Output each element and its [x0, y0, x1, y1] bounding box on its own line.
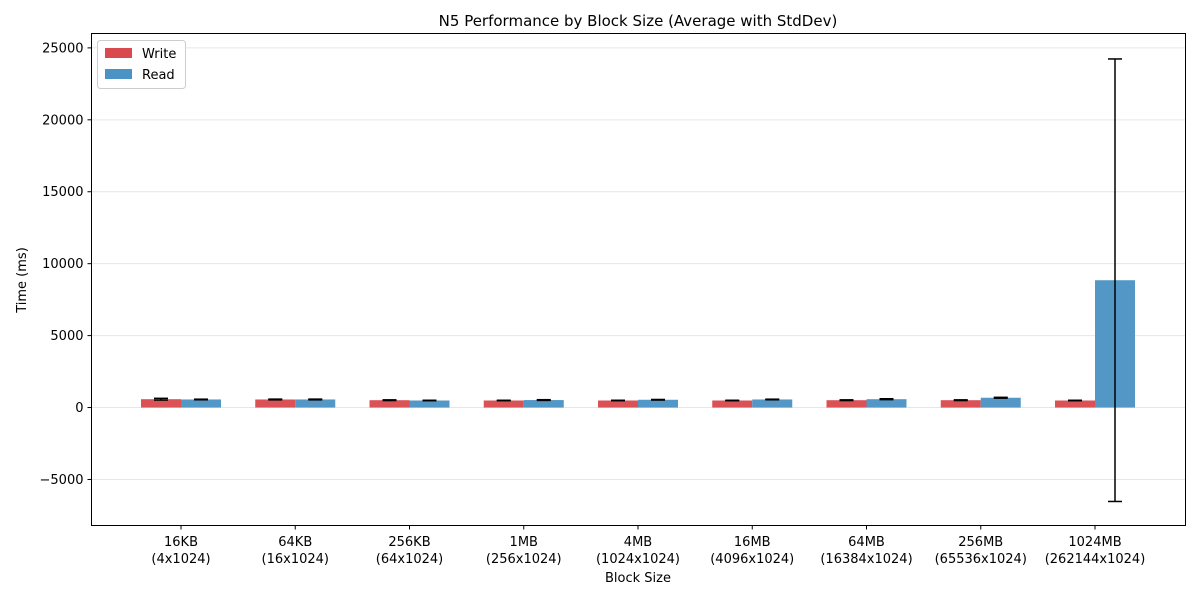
y-tick-label: 15000 [42, 185, 83, 200]
x-tick-sublabel: (16384x1024) [820, 552, 912, 567]
error-bars-group [154, 58, 1122, 503]
bar-write [598, 400, 638, 408]
bar-read [181, 399, 221, 408]
y-axis-label: Time (ms) [15, 247, 30, 314]
x-tick-sublabel: (1024x1024) [596, 552, 680, 567]
plot-frame [91, 33, 1186, 526]
legend-label-read: Read [142, 68, 175, 83]
x-axis-ticks: 16KB (4x1024) 64KB (16x1024) 256KB (64x1024) 1… [151, 525, 1146, 567]
x-tick-sublabel: (262144x1024) [1045, 552, 1146, 567]
bar-write [1055, 400, 1095, 408]
bar-read [295, 399, 336, 408]
legend-swatch-write [105, 48, 132, 58]
x-tick-sublabel: (16x1024) [262, 552, 329, 567]
x-tick-sublabel: (4x1024) [151, 552, 210, 567]
x-tick-label: 16MB [734, 535, 771, 550]
bar-write [940, 400, 981, 408]
legend-swatch-read [105, 69, 132, 79]
x-tick-label: 1MB [510, 535, 538, 550]
x-tick-sublabel: (256x1024) [486, 552, 562, 567]
x-tick-label: 64KB [278, 535, 312, 550]
bar-read [866, 399, 907, 408]
legend: Write Read [97, 40, 186, 89]
y-tick-label: 0 [75, 401, 83, 416]
bar-write [141, 399, 181, 408]
x-tick-label: 16KB [164, 535, 198, 550]
bar-read [409, 400, 450, 408]
y-axis-ticks: −5000 0 5000 10000 15000 20000 25000 [40, 41, 92, 488]
bar-write [712, 400, 753, 408]
bar-write [369, 400, 410, 408]
x-tick-label: 256MB [958, 535, 1003, 550]
bar-read [752, 399, 793, 408]
bar-read [523, 400, 564, 408]
bars-group [141, 280, 1135, 408]
bar-write [255, 399, 296, 408]
bar-read [980, 397, 1021, 408]
y-tick-label: 5000 [50, 329, 83, 344]
x-tick-label: 4MB [624, 535, 652, 550]
x-tick-sublabel: (64x1024) [376, 552, 443, 567]
bar-write [483, 400, 524, 408]
x-tick-label: 256KB [388, 535, 430, 550]
bar-write [826, 400, 867, 408]
y-tick-label: 10000 [42, 257, 83, 272]
chart-title: N5 Performance by Block Size (Average wi… [439, 12, 838, 30]
bar-read [638, 399, 678, 408]
x-tick-sublabel: (4096x1024) [710, 552, 794, 567]
x-axis-label: Block Size [605, 571, 671, 586]
y-tick-label: 25000 [42, 41, 83, 56]
grid-lines [91, 47, 1186, 480]
x-tick-label: 1024MB [1068, 535, 1121, 550]
legend-label-write: Write [142, 47, 176, 62]
y-tick-label: −5000 [40, 473, 84, 488]
x-tick-sublabel: (65536x1024) [935, 552, 1027, 567]
y-tick-label: 20000 [42, 113, 83, 128]
x-tick-label: 64MB [848, 535, 885, 550]
